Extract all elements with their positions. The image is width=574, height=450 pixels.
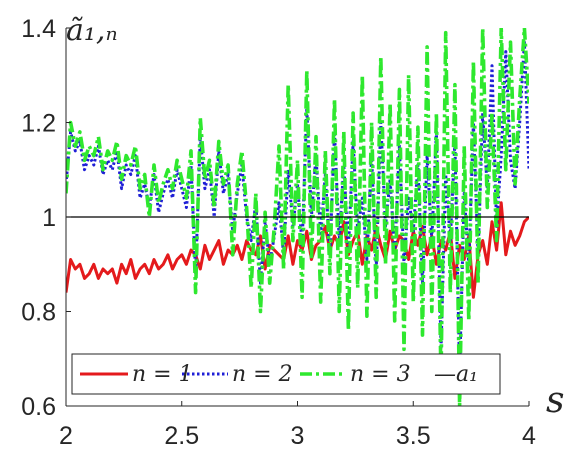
y-axis-label: ã₁,ₙ [66,13,118,48]
legend-label-n1: n = 1 [132,362,193,387]
y-tick-label: 1 [42,204,56,232]
x-tick-label: 2.5 [164,422,199,450]
x-tick-label: 4 [522,422,536,450]
legend: n = 1 n = 2 n = 3 —a₁ [71,353,501,395]
x-tick-label: 2 [59,422,73,450]
axes [65,27,530,407]
plot-area [66,28,529,406]
y-tick-label: 0.8 [21,299,56,327]
series-line-n1 [66,201,529,299]
y-tick-label: 0.6 [21,393,56,421]
legend-box [71,353,501,395]
x-tick-labels: 2 2.5 3 3.5 4 [59,422,536,450]
x-tick-label: 3.5 [396,422,431,450]
x-tick-label: 3 [291,422,305,450]
y-tick-label: 1.2 [21,110,56,138]
x-axis-label: s [546,380,564,421]
legend-label-n3: n = 3 [350,362,411,387]
legend-label-n2: n = 2 [232,362,293,387]
y-tick-label: 1.4 [21,15,56,43]
legend-label-a1: —a₁ [434,362,478,387]
y-tick-labels: 0.6 0.8 1 1.2 1.4 [21,15,56,421]
